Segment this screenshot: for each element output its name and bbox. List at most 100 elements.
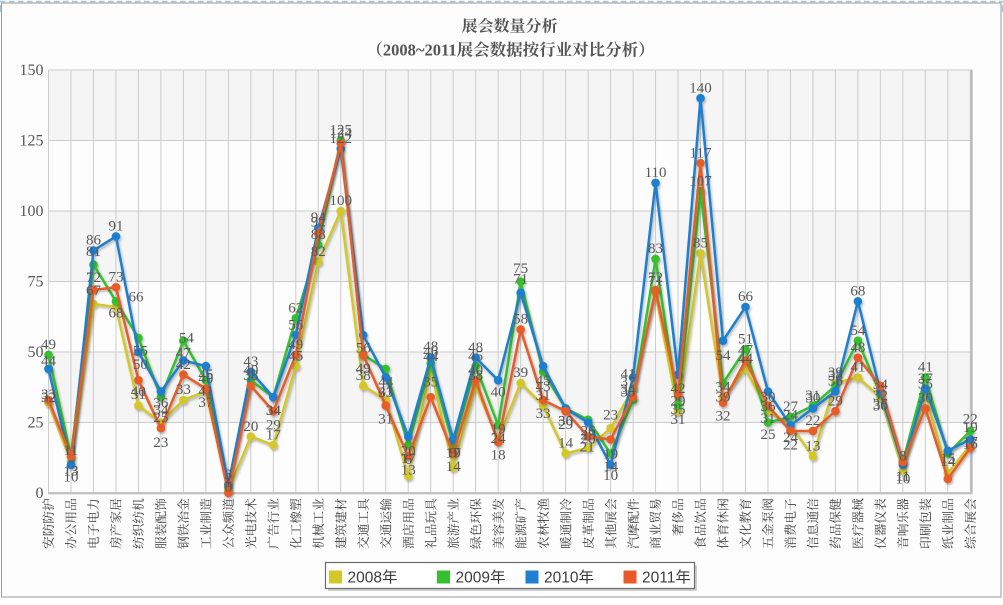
svg-text:68: 68: [108, 306, 123, 322]
svg-text:45: 45: [468, 348, 483, 364]
svg-text:19: 19: [446, 445, 461, 461]
svg-text:49: 49: [41, 337, 56, 353]
svg-text:33: 33: [176, 382, 191, 398]
svg-text:13: 13: [805, 439, 820, 455]
svg-text:100: 100: [330, 193, 353, 209]
svg-text:31: 31: [760, 411, 775, 427]
svg-text:2011年: 2011年: [642, 569, 691, 587]
svg-text:13: 13: [401, 462, 416, 478]
svg-text:14: 14: [940, 454, 956, 470]
svg-text:文化教育: 文化教育: [735, 498, 754, 549]
svg-text:44: 44: [378, 375, 394, 391]
svg-text:24: 24: [491, 431, 507, 447]
svg-text:37: 37: [621, 374, 637, 390]
svg-text:31: 31: [131, 387, 146, 403]
svg-text:107: 107: [689, 173, 712, 189]
svg-text:58: 58: [513, 312, 528, 328]
svg-text:化工橡塑: 化工橡塑: [286, 498, 305, 549]
svg-text:24: 24: [783, 408, 799, 424]
svg-text:18: 18: [491, 448, 506, 464]
svg-text:25: 25: [28, 415, 44, 432]
svg-text:82: 82: [311, 244, 326, 260]
svg-text:23: 23: [603, 408, 618, 424]
svg-text:34: 34: [873, 377, 889, 393]
svg-text:86: 86: [86, 233, 102, 249]
svg-text:11: 11: [896, 469, 910, 485]
svg-text:38: 38: [468, 368, 483, 384]
svg-text:124: 124: [330, 126, 353, 142]
svg-text:30: 30: [558, 414, 573, 430]
svg-text:20: 20: [243, 419, 258, 435]
svg-text:47: 47: [176, 346, 192, 362]
svg-text:42: 42: [176, 357, 191, 373]
svg-text:旅游产业: 旅游产业: [443, 498, 462, 549]
svg-text:8: 8: [899, 449, 907, 465]
svg-text:10: 10: [603, 468, 618, 484]
svg-text:72: 72: [648, 270, 663, 286]
svg-text:（2008~2011展会数据按行业对比分析）: （2008~2011展会数据按行业对比分析）: [366, 41, 654, 60]
svg-text:钢铁冶金: 钢铁冶金: [173, 498, 192, 549]
svg-text:46: 46: [423, 344, 439, 360]
svg-text:49: 49: [356, 361, 371, 377]
svg-text:14: 14: [446, 459, 462, 475]
svg-text:办公用品: 办公用品: [61, 498, 80, 549]
svg-text:47: 47: [738, 343, 754, 359]
svg-text:31: 31: [536, 388, 551, 404]
svg-text:27: 27: [783, 399, 799, 415]
svg-text:71: 71: [513, 271, 528, 287]
svg-text:25: 25: [760, 427, 775, 443]
svg-text:30: 30: [873, 399, 888, 415]
svg-text:44: 44: [423, 349, 439, 365]
svg-text:17: 17: [266, 427, 282, 443]
svg-text:34: 34: [621, 382, 637, 398]
svg-text:36: 36: [828, 374, 844, 390]
svg-text:纸业制品: 纸业制品: [938, 498, 957, 549]
svg-text:40: 40: [131, 384, 146, 400]
svg-text:30: 30: [760, 389, 775, 405]
svg-text:29: 29: [828, 393, 843, 409]
svg-text:37: 37: [918, 371, 934, 387]
svg-text:19: 19: [491, 422, 506, 438]
svg-text:31: 31: [805, 388, 820, 404]
svg-text:14: 14: [603, 459, 619, 475]
svg-text:39: 39: [715, 389, 730, 405]
svg-text:34: 34: [266, 403, 282, 419]
svg-text:150: 150: [20, 62, 44, 79]
svg-text:110: 110: [645, 165, 667, 181]
svg-text:75: 75: [28, 274, 44, 291]
svg-text:36: 36: [873, 397, 889, 413]
svg-text:36: 36: [760, 399, 776, 415]
svg-text:41: 41: [918, 360, 933, 376]
svg-text:19: 19: [963, 420, 978, 436]
svg-text:20: 20: [581, 432, 596, 448]
svg-text:29: 29: [266, 417, 281, 433]
svg-text:25: 25: [581, 428, 596, 444]
svg-text:食品饮品: 食品饮品: [690, 498, 709, 549]
svg-text:商业贸易: 商业贸易: [645, 498, 664, 549]
svg-text:展会数量分析: 展会数量分析: [461, 18, 557, 36]
svg-text:礼品玩具: 礼品玩具: [420, 498, 439, 549]
svg-text:16: 16: [963, 437, 979, 453]
svg-text:39: 39: [828, 365, 843, 381]
svg-text:17: 17: [446, 445, 462, 461]
svg-text:21: 21: [580, 439, 595, 455]
svg-text:62: 62: [288, 300, 303, 316]
svg-text:40: 40: [243, 362, 258, 378]
svg-text:0: 0: [36, 485, 44, 502]
svg-text:44: 44: [738, 351, 754, 367]
svg-text:41: 41: [850, 360, 865, 376]
svg-text:消费电子: 消费电子: [780, 498, 799, 549]
svg-text:房产家居: 房产家居: [106, 498, 125, 549]
svg-text:125: 125: [20, 133, 44, 150]
svg-text:32: 32: [715, 408, 730, 424]
svg-text:83: 83: [648, 241, 663, 257]
svg-text:56: 56: [288, 317, 304, 333]
svg-text:17: 17: [401, 451, 417, 467]
svg-text:41: 41: [198, 384, 213, 400]
svg-text:公众频道: 公众频道: [218, 498, 237, 549]
svg-text:48: 48: [468, 340, 483, 356]
svg-text:55: 55: [133, 344, 148, 360]
svg-text:33: 33: [621, 384, 636, 400]
svg-text:药品保健: 药品保健: [825, 498, 844, 549]
svg-text:42: 42: [671, 381, 686, 397]
